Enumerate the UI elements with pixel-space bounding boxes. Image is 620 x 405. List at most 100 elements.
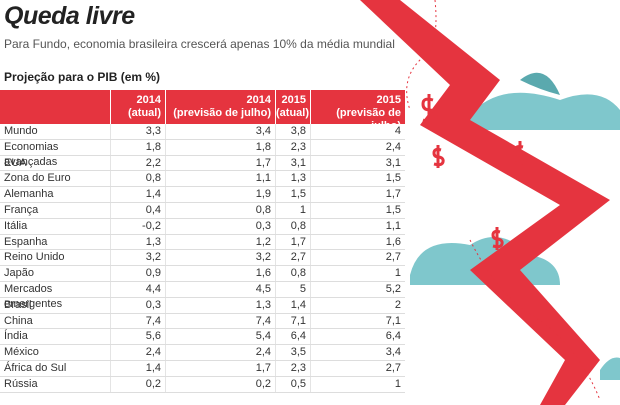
country-name: Índia <box>4 330 28 343</box>
country-name: EUA <box>4 156 27 169</box>
country-name: Brasil <box>4 298 32 311</box>
header-year: 2014 <box>136 94 161 106</box>
table-row: EUA 2,2 1,7 3,1 3,1 <box>0 155 405 172</box>
title: Queda livre <box>4 2 135 30</box>
cell-value: 1,1 <box>165 171 275 187</box>
table-row: Brasil 0,3 1,3 1,4 2 <box>0 297 405 314</box>
table-row: Alemanha 1,4 1,9 1,5 1,7 <box>0 187 405 203</box>
cell-value: 3,1 <box>275 155 310 171</box>
cell-value: 1,4 <box>110 360 165 376</box>
header-cell: 2014 (previsão de julho) <box>165 90 275 124</box>
cell-value: 0,8 <box>165 202 275 218</box>
cell-value: 5 <box>275 281 310 297</box>
cell-value: 0,3 <box>110 297 165 313</box>
country-name: Espanha <box>4 235 48 248</box>
cell-value: 5,6 <box>110 329 165 345</box>
header-row: 2014 (atual) 2014 (previsão de julho) 2015 (a… <box>0 90 405 132</box>
cell-value: 3,8 <box>275 124 310 139</box>
cell-value: 1,6 <box>165 266 275 281</box>
cell-value: 0,3 <box>165 218 275 234</box>
table-row: Itália -0,2 0,3 0,8 1,1 <box>0 218 405 235</box>
country-name: Economias avançadas <box>4 140 59 168</box>
cell-value: 1 <box>310 266 405 281</box>
header-cell: 2014 (atual) <box>110 90 165 124</box>
cell-value: 7,4 <box>110 313 165 329</box>
cell-value: 1,8 <box>110 139 165 155</box>
header-cell: 2015 (atual) <box>275 90 310 124</box>
table-row: África do Sul 1,4 1,7 2,3 2,7 <box>0 360 405 377</box>
cell-value: 1,7 <box>275 234 310 250</box>
table-row: Índia 5,6 5,4 6,4 6,4 <box>0 329 405 346</box>
cell-value: 1 <box>275 202 310 218</box>
cell-value: 0,2 <box>165 376 275 392</box>
country-name: Mundo <box>4 125 38 137</box>
cell-value: 2,3 <box>275 360 310 376</box>
header-year: 2014 <box>246 94 271 106</box>
cell-value: 1,4 <box>110 187 165 202</box>
cell-value: 3,4 <box>165 124 275 139</box>
cell-value: 1,1 <box>310 218 405 234</box>
table-row: França 0,4 0,8 1 1,5 <box>0 202 405 219</box>
dollar-icons <box>421 94 527 250</box>
cell-value: 3,5 <box>275 345 310 360</box>
cell-value: 1 <box>310 376 405 392</box>
header-year: 2015 <box>376 94 401 106</box>
header-cell <box>0 90 110 124</box>
cell-value: 0,8 <box>275 266 310 281</box>
table-row: Rússia 0,2 0,2 0,5 1 <box>0 376 405 393</box>
cell-value: 2,4 <box>110 345 165 360</box>
country-name: Zona do Euro <box>4 172 71 185</box>
cell-value: 1,9 <box>165 187 275 202</box>
cell-value: 3,4 <box>310 345 405 360</box>
table-row: Mercados emergentes 4,4 4,5 5 5,2 <box>0 281 405 310</box>
dotted-path <box>406 0 601 401</box>
cell-value: 1,2 <box>165 234 275 250</box>
cell-value: 6,4 <box>275 329 310 345</box>
cell-value: 0,5 <box>275 376 310 392</box>
cell-value: 1,3 <box>165 297 275 313</box>
cell-value: 2,4 <box>165 345 275 360</box>
header-note: (previsão de julho) <box>336 107 401 132</box>
arrow-fold <box>520 72 560 95</box>
cell-value: 0,8 <box>110 171 165 187</box>
cell-value: 1,5 <box>275 187 310 202</box>
cell-value: 1,7 <box>165 360 275 376</box>
country-name: México <box>4 346 39 359</box>
header-note: (previsão de julho) <box>173 107 271 119</box>
table-row: México 2,4 2,4 3,5 3,4 <box>0 345 405 361</box>
header-cell: 2015 (previsão de julho) <box>310 90 405 132</box>
table-row: Espanha 1,3 1,2 1,7 1,6 <box>0 234 405 251</box>
cell-value: 1,3 <box>275 171 310 187</box>
cell-value: 2,7 <box>310 360 405 376</box>
cell-value: -0,2 <box>110 218 165 234</box>
table-caption: Projeção para o PIB (em %) <box>4 70 161 84</box>
cell-value: 4,5 <box>165 281 275 297</box>
cell-value: 5,2 <box>310 281 405 297</box>
table-row: China 7,4 7,4 7,1 7,1 <box>0 313 405 330</box>
country-name: África do Sul <box>4 361 67 374</box>
cloud <box>470 92 620 130</box>
table-row: Zona do Euro 0,8 1,1 1,3 1,5 <box>0 171 405 188</box>
cell-value: 1,6 <box>310 234 405 250</box>
cell-value: 0,9 <box>110 266 165 281</box>
cell-value: 1,7 <box>310 187 405 202</box>
cell-value: 7,4 <box>165 313 275 329</box>
cell-value: 1,5 <box>310 171 405 187</box>
cell-value: 0,8 <box>275 218 310 234</box>
cell-value: 1,8 <box>165 139 275 155</box>
cell-value: 7,1 <box>275 313 310 329</box>
header-note: (atual) <box>128 107 161 119</box>
table-row: Japão 0,9 1,6 0,8 1 <box>0 266 405 282</box>
subtitle: Para Fundo, economia brasileira crescerá… <box>4 37 395 51</box>
cell-value: 2,3 <box>275 139 310 155</box>
country-name: Rússia <box>4 377 38 390</box>
cloud <box>600 357 620 380</box>
country-name: França <box>4 203 39 216</box>
cell-value: 3,1 <box>310 155 405 171</box>
country-name: China <box>4 314 33 327</box>
table-row: Mundo 3,3 3,4 3,8 4 <box>0 124 405 140</box>
cell-value: 2,4 <box>310 139 405 155</box>
country-name: Reino Unido <box>4 251 65 264</box>
